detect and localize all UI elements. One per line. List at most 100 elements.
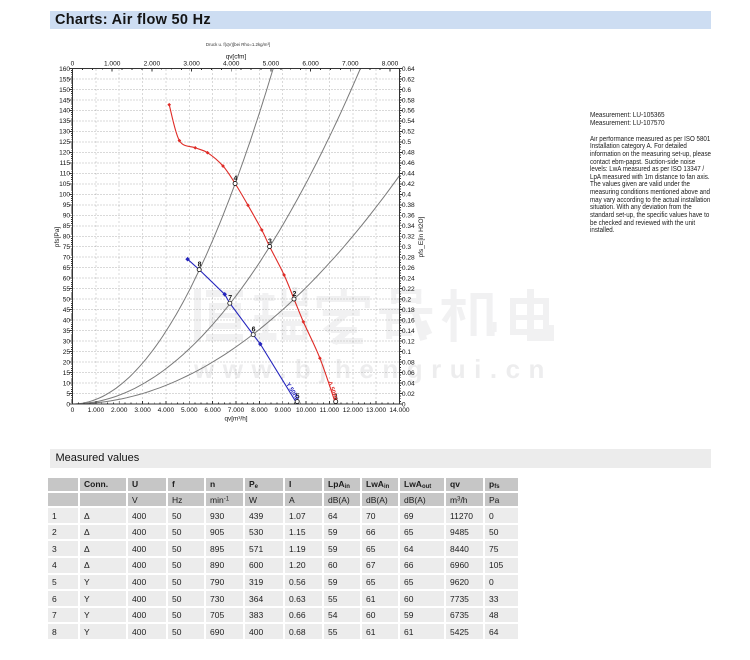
svg-text:1.000: 1.000: [88, 407, 105, 414]
svg-text:0.3: 0.3: [402, 244, 411, 251]
svg-text:0.46: 0.46: [402, 160, 415, 167]
svg-text:0.42: 0.42: [402, 181, 415, 188]
svg-text:115: 115: [60, 160, 71, 167]
svg-text:6.000: 6.000: [302, 60, 319, 67]
svg-text:pfs[Pa]: pfs[Pa]: [54, 227, 61, 248]
svg-text:80: 80: [63, 234, 71, 241]
svg-text:0.38: 0.38: [402, 202, 415, 209]
svg-text:50: 50: [63, 297, 71, 304]
svg-text:5: 5: [66, 391, 70, 398]
svg-text:0.1: 0.1: [402, 349, 411, 356]
svg-text:0.62: 0.62: [402, 76, 415, 83]
svg-text:Druck u. f(qV)[bei Rho=1.2kg/m: Druck u. f(qV)[bei Rho=1.2kg/m³]: [206, 42, 270, 47]
svg-text:0.22: 0.22: [402, 286, 415, 293]
svg-text:1: 1: [334, 393, 338, 400]
svg-text:55: 55: [63, 286, 71, 293]
svg-text:0.64: 0.64: [402, 66, 415, 73]
svg-text:0.18: 0.18: [402, 307, 415, 314]
svg-text:9.000: 9.000: [274, 407, 291, 414]
svg-text:12.000: 12.000: [343, 407, 364, 414]
svg-text:0.12: 0.12: [402, 338, 415, 345]
svg-text:0.28: 0.28: [402, 255, 415, 262]
svg-text:0: 0: [71, 407, 75, 414]
svg-text:125: 125: [59, 139, 70, 146]
svg-text:0.2: 0.2: [402, 297, 411, 304]
svg-text:3: 3: [268, 238, 272, 245]
svg-text:155: 155: [59, 76, 70, 83]
svg-text:45: 45: [63, 307, 71, 314]
svg-text:3.000: 3.000: [134, 407, 151, 414]
svg-text:145: 145: [59, 97, 70, 104]
svg-text:8: 8: [198, 261, 202, 268]
svg-text:0.44: 0.44: [402, 171, 415, 178]
svg-text:0.54: 0.54: [402, 118, 415, 125]
svg-text:14.000: 14.000: [389, 407, 410, 414]
svg-text:13.000: 13.000: [366, 407, 387, 414]
svg-text:11.000: 11.000: [320, 407, 340, 414]
svg-text:95: 95: [63, 202, 71, 209]
svg-text:7: 7: [228, 295, 232, 302]
svg-text:0.16: 0.16: [402, 317, 415, 324]
svg-text:35: 35: [63, 328, 71, 335]
svg-text:0.5: 0.5: [402, 139, 411, 146]
svg-text:90: 90: [63, 213, 71, 220]
svg-text:70: 70: [63, 255, 71, 262]
svg-text:120: 120: [59, 150, 70, 157]
svg-text:7.000: 7.000: [342, 60, 359, 67]
svg-text:85: 85: [63, 223, 71, 230]
svg-text:0: 0: [71, 60, 75, 67]
svg-text:Y 50Hz: Y 50Hz: [284, 382, 299, 402]
svg-text:110: 110: [60, 171, 71, 178]
svg-text:0.58: 0.58: [402, 97, 415, 104]
svg-text:65: 65: [63, 265, 71, 272]
svg-text:0.26: 0.26: [402, 265, 415, 272]
svg-text:0.4: 0.4: [402, 192, 411, 199]
svg-text:0.06: 0.06: [402, 370, 415, 377]
svg-text:6: 6: [252, 327, 256, 334]
svg-text:15: 15: [63, 370, 71, 377]
svg-text:0.48: 0.48: [402, 150, 415, 157]
svg-text:0.14: 0.14: [402, 328, 415, 335]
svg-text:20: 20: [63, 359, 71, 366]
svg-text:0: 0: [402, 401, 406, 408]
svg-text:0.34: 0.34: [402, 223, 415, 230]
svg-text:2.000: 2.000: [144, 60, 161, 67]
svg-text:130: 130: [59, 129, 70, 136]
svg-text:10.000: 10.000: [296, 407, 317, 414]
svg-text:5: 5: [296, 393, 300, 400]
svg-text:8.000: 8.000: [251, 407, 268, 414]
svg-text:0.04: 0.04: [402, 380, 415, 387]
svg-text:6.000: 6.000: [204, 407, 221, 414]
svg-text:0.56: 0.56: [402, 108, 415, 115]
svg-text:160: 160: [59, 66, 70, 73]
svg-text:qv[m³/h]: qv[m³/h]: [224, 415, 247, 422]
svg-text:2: 2: [292, 291, 296, 298]
svg-text:10: 10: [63, 380, 71, 387]
svg-text:4: 4: [234, 175, 238, 182]
svg-text:5.000: 5.000: [263, 60, 280, 67]
svg-text:0: 0: [66, 401, 70, 408]
svg-text:150: 150: [59, 87, 70, 94]
svg-text:8.000: 8.000: [382, 60, 399, 67]
svg-text:qv[cfm]: qv[cfm]: [226, 53, 247, 60]
svg-text:140: 140: [59, 108, 70, 115]
svg-text:100: 100: [59, 192, 70, 199]
svg-text:105: 105: [59, 181, 70, 188]
svg-text:4.000: 4.000: [223, 60, 240, 67]
svg-text:0.24: 0.24: [402, 276, 415, 283]
svg-text:5.000: 5.000: [181, 407, 198, 414]
svg-text:0.36: 0.36: [402, 213, 415, 220]
svg-text:25: 25: [63, 349, 71, 356]
svg-text:75: 75: [63, 244, 71, 251]
svg-text:7.000: 7.000: [228, 407, 245, 414]
svg-text:0.32: 0.32: [402, 234, 415, 241]
svg-text:0.02: 0.02: [402, 391, 415, 398]
svg-text:135: 135: [59, 118, 70, 125]
svg-text:www.bjhengrui.cn: www.bjhengrui.cn: [193, 354, 553, 384]
svg-text:0.52: 0.52: [402, 129, 415, 136]
svg-text:3.000: 3.000: [183, 60, 200, 67]
svg-text:30: 30: [63, 338, 71, 345]
svg-text:0.08: 0.08: [402, 359, 415, 366]
svg-text:60: 60: [63, 276, 71, 283]
svg-text:0.6: 0.6: [402, 87, 411, 94]
